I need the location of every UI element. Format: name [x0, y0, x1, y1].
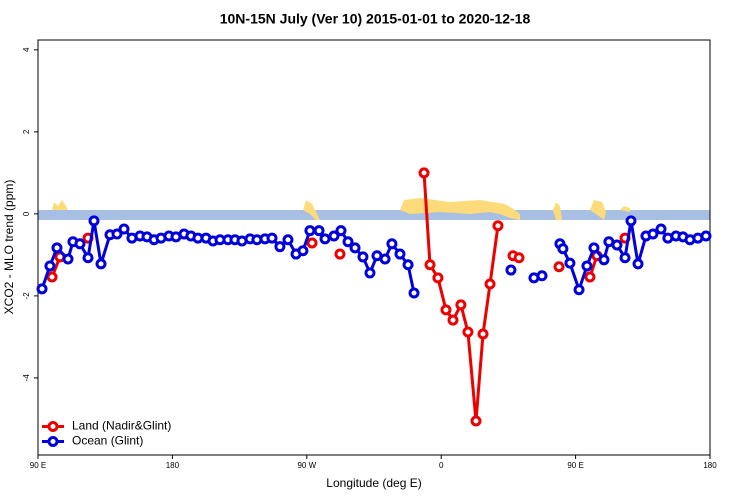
x-tick-label: 180: [166, 461, 180, 470]
data-point: [447, 314, 459, 326]
data-point: [266, 232, 278, 244]
y-tick-label: 0: [22, 211, 31, 216]
data-point: [564, 257, 576, 269]
data-point: [62, 253, 74, 265]
x-axis-label: Longitude (deg E): [326, 476, 421, 490]
data-point: [394, 248, 406, 260]
data-point: [492, 220, 504, 232]
x-tick-label: 0: [439, 461, 444, 470]
data-point: [581, 260, 593, 272]
x-tick-label: 90 E: [30, 461, 46, 470]
data-point: [573, 284, 585, 296]
data-point: [440, 304, 452, 316]
data-point: [647, 228, 659, 240]
x-tick-label: 90 E: [567, 461, 583, 470]
data-point: [334, 248, 346, 260]
data-point: [598, 254, 610, 266]
data-point: [655, 223, 667, 235]
data-point: [335, 225, 347, 237]
data-point: [328, 230, 340, 242]
data-point: [386, 238, 398, 250]
data-point: [432, 272, 444, 284]
data-point: [408, 287, 420, 299]
legend-swatch-point: [47, 436, 59, 447]
data-point: [379, 253, 391, 265]
surface-strip: [38, 198, 710, 220]
data-point: [349, 242, 361, 254]
data-point: [319, 233, 331, 245]
data-point: [505, 264, 517, 276]
land-patch: [400, 198, 520, 220]
data-point: [418, 167, 430, 179]
data-point: [44, 260, 56, 272]
legend-label: Land (Nadir&Glint): [72, 419, 171, 433]
data-point: [297, 245, 309, 257]
data-point: [51, 242, 63, 254]
land-patch: [553, 202, 562, 220]
data-point: [95, 258, 107, 270]
legend-label: Ocean (Glint): [72, 434, 143, 448]
series-line: [558, 220, 707, 295]
x-tick-label: 90 W: [297, 461, 316, 470]
y-tick-label: -2: [22, 292, 31, 300]
y-axis-label: XCO2 - MLO trend (ppm): [2, 180, 16, 315]
data-point: [274, 241, 286, 253]
x-tick-label: 180: [703, 461, 717, 470]
y-tick-label: 4: [22, 47, 31, 52]
data-point: [82, 252, 94, 264]
data-point: [462, 326, 474, 338]
data-point: [313, 225, 325, 237]
plot-frame: [37, 39, 711, 456]
data-point: [632, 258, 644, 270]
data-point: [357, 251, 369, 263]
data-point: [536, 270, 548, 282]
ocean-band: [38, 210, 710, 220]
legend-swatch-point: [47, 421, 59, 432]
data-point: [304, 225, 316, 237]
data-point: [364, 267, 376, 279]
data-point: [619, 252, 631, 264]
data-point: [36, 283, 48, 295]
data-point: [88, 215, 100, 227]
data-point: [342, 236, 354, 248]
y-tick-label: -4: [22, 374, 31, 382]
land-patch: [52, 200, 68, 210]
data-point: [557, 243, 569, 255]
data-point: [553, 261, 565, 273]
data-point: [513, 252, 525, 264]
data-point: [402, 259, 414, 271]
data-point: [584, 271, 596, 283]
data-point: [484, 278, 496, 290]
data-point: [424, 259, 436, 271]
chart-title: 10N-15N July (Ver 10) 2015-01-01 to 2020…: [220, 11, 531, 27]
data-point: [611, 239, 623, 251]
data-point: [700, 230, 712, 242]
data-point: [282, 234, 294, 246]
data-point: [455, 299, 467, 311]
legend: Land (Nadir&Glint)Ocean (Glint): [42, 419, 171, 448]
data-point: [470, 415, 482, 427]
data-point: [46, 271, 58, 283]
land-patch: [620, 206, 630, 212]
land-patch: [590, 200, 606, 220]
data-point: [111, 228, 123, 240]
data-point: [118, 223, 130, 235]
data-point: [306, 237, 318, 249]
data-point: [588, 242, 600, 254]
data-point: [74, 238, 86, 250]
y-tick-label: 2: [22, 129, 31, 134]
land-patch: [303, 200, 320, 220]
data-point: [477, 328, 489, 340]
data-point: [625, 215, 637, 227]
